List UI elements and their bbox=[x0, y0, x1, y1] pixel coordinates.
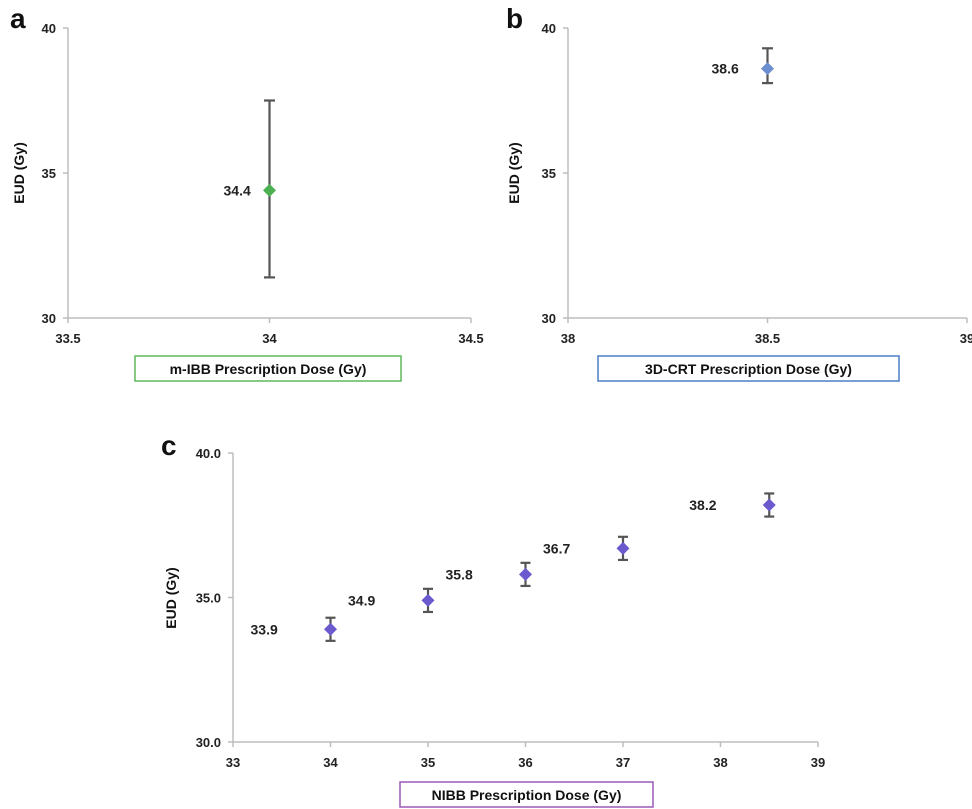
panel-a-y-tick-label: 30 bbox=[42, 311, 56, 326]
panel-c-data-point bbox=[324, 622, 337, 636]
panel-b-y-axis-label: EUD (Gy) bbox=[506, 142, 522, 203]
panel-c-y-tick-label: 40.0 bbox=[196, 446, 221, 461]
panel-a-y-axis-label: EUD (Gy) bbox=[11, 142, 27, 203]
panel-c-x-tick-label: 33 bbox=[226, 755, 240, 770]
panel-a-y-tick-label: 40 bbox=[42, 21, 56, 36]
panel-c-x-tick-label: 39 bbox=[811, 755, 825, 770]
panel-c-data-point bbox=[616, 541, 630, 555]
panel-b-letter: b bbox=[506, 3, 523, 34]
panel-b-x-tick-label: 38 bbox=[561, 331, 575, 346]
panel-b-y-tick-label: 40 bbox=[542, 21, 556, 36]
panel-c-y-tick-label: 30.0 bbox=[196, 735, 221, 750]
panel-c-data-point bbox=[421, 593, 435, 607]
panel-a-data-label: 34.4 bbox=[224, 182, 251, 198]
panel-c-x-tick-label: 35 bbox=[421, 755, 435, 770]
panel-c-letter: c bbox=[161, 430, 177, 461]
panel-c-data-point bbox=[519, 567, 532, 581]
panel-a-x-tick-label: 34.5 bbox=[458, 331, 483, 346]
panel-c-data-label: 35.8 bbox=[446, 566, 473, 582]
panel-c-x-tick-label: 38 bbox=[713, 755, 727, 770]
panel-a-letter: a bbox=[10, 3, 26, 34]
panel-c-data-label: 33.9 bbox=[251, 621, 278, 637]
panel-c-x-tick-label: 37 bbox=[616, 755, 630, 770]
panel-b-x-tick-label: 38.5 bbox=[755, 331, 780, 346]
panel-c-x-axis-label: NIBB Prescription Dose (Gy) bbox=[432, 787, 622, 803]
panel-b-y-tick-label: 30 bbox=[542, 311, 556, 326]
panel-b-y-tick-label: 35 bbox=[542, 166, 556, 181]
panel-a-x-tick-label: 34 bbox=[262, 331, 277, 346]
panel-b-x-tick-label: 39 bbox=[960, 331, 972, 346]
panel-c-data-point bbox=[762, 498, 776, 512]
panel-b-data-point bbox=[761, 62, 774, 76]
panel-a-x-axis-label: m-IBB Prescription Dose (Gy) bbox=[170, 361, 367, 377]
panel-a-y-tick-label: 35 bbox=[42, 166, 56, 181]
panel-c-x-tick-label: 36 bbox=[518, 755, 532, 770]
panel-b-x-axis-label: 3D-CRT Prescription Dose (Gy) bbox=[645, 361, 852, 377]
panel-c-x-axis-label-box bbox=[399, 781, 654, 808]
panel-c-x-tick-label: 34 bbox=[323, 755, 338, 770]
panel-b-x-axis-label-box bbox=[597, 355, 900, 382]
panel-c-data-label: 38.2 bbox=[689, 497, 716, 513]
panel-a-x-axis-label-box bbox=[134, 355, 402, 382]
panel-c-data-label: 34.9 bbox=[348, 592, 375, 608]
panel-c-y-tick-label: 35.0 bbox=[196, 591, 221, 606]
panel-c-y-axis-label: EUD (Gy) bbox=[163, 567, 179, 628]
panel-c-data-label: 36.7 bbox=[543, 540, 570, 556]
panel-a-data-point bbox=[263, 183, 276, 197]
panel-b-data-label: 38.6 bbox=[712, 61, 739, 77]
panel-a-x-tick-label: 33.5 bbox=[55, 331, 80, 346]
